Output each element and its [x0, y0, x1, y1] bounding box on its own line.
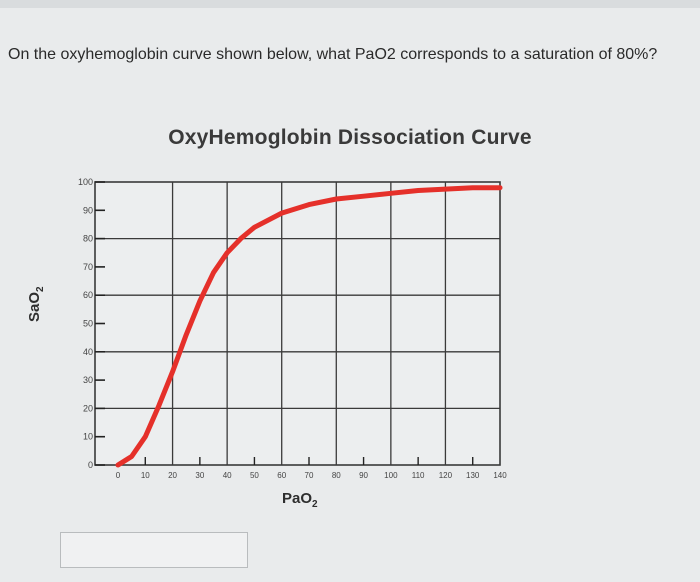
y-tick-label: 20 — [83, 403, 93, 413]
x-tick-label: 140 — [493, 471, 507, 480]
x-tick-label: 90 — [359, 471, 368, 480]
y-tick-label: 100 — [78, 177, 93, 187]
plot-area — [95, 182, 500, 465]
y-tick-label: 70 — [83, 262, 93, 272]
curve-point — [253, 226, 256, 229]
curve-point — [308, 203, 310, 206]
y-tick-label: 90 — [83, 205, 93, 215]
curve-point — [239, 237, 242, 240]
chart-title: OxyHemoglobin Dissociation Curve — [168, 126, 532, 149]
y-tick-label: 60 — [83, 290, 93, 300]
page-top-rule — [0, 0, 700, 8]
curve-point — [158, 404, 160, 407]
x-tick-label: 0 — [116, 471, 121, 480]
x-tick-label: 130 — [466, 471, 480, 480]
y-tick-label: 30 — [83, 375, 93, 385]
curve-point — [335, 198, 338, 200]
curve-point — [390, 192, 392, 195]
curve-point — [444, 188, 447, 190]
y-tick-label: 40 — [83, 347, 93, 357]
x-tick-label: 30 — [195, 471, 204, 480]
x-tick-label: 60 — [277, 471, 286, 480]
x-axis-label: PaO2 — [282, 490, 318, 510]
y-tick-label: 0 — [88, 460, 93, 470]
x-axis-label-text: PaO2 — [282, 490, 318, 510]
curve-point — [417, 189, 419, 192]
x-tick-label: 70 — [305, 471, 314, 480]
x-tick-label: 50 — [250, 471, 259, 480]
answer-input[interactable] — [60, 532, 248, 568]
curve-point — [212, 271, 215, 274]
x-tick-label: 10 — [141, 471, 150, 480]
x-tick-label: 100 — [384, 471, 398, 480]
curve-point — [362, 195, 365, 197]
question-text: On the oxyhemoglobin curve shown below, … — [8, 46, 658, 63]
curve-point — [471, 186, 474, 189]
curve-point — [185, 334, 188, 336]
y-tick-label: 50 — [83, 319, 93, 329]
x-tick-label: 80 — [332, 471, 341, 480]
x-tick-label: 20 — [168, 471, 177, 480]
curve-point — [117, 464, 119, 466]
dissociation-curve — [115, 185, 503, 468]
y-tick-label: 80 — [83, 234, 93, 244]
curve-point — [199, 300, 201, 302]
x-tick-label: 40 — [223, 471, 232, 480]
curve-point — [280, 212, 283, 214]
y-tick-label: 10 — [83, 432, 93, 442]
curve-point — [499, 186, 501, 189]
x-tick-label: 110 — [412, 471, 425, 480]
x-tick-label: 120 — [439, 471, 453, 480]
curve-point — [144, 435, 147, 438]
curve-point — [171, 370, 174, 373]
curve-point — [226, 251, 228, 254]
curve-point — [130, 455, 133, 458]
